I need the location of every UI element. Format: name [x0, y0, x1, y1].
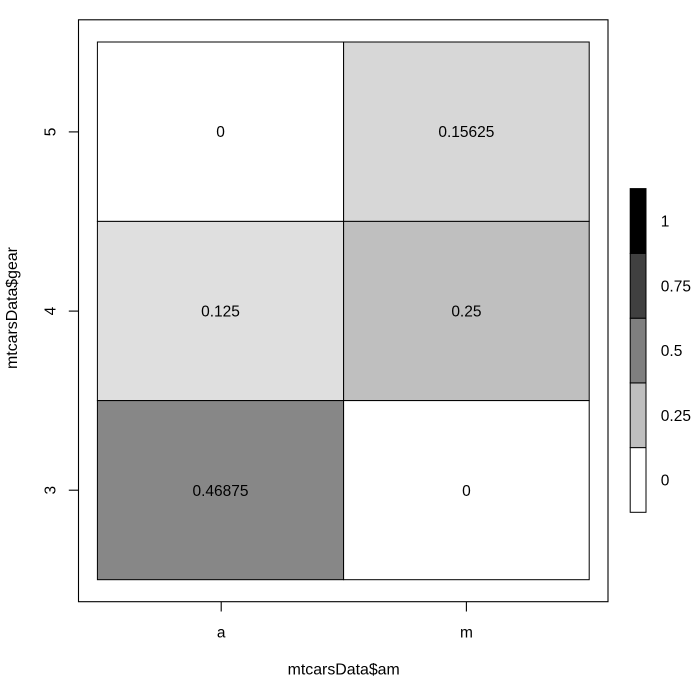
svg-text:m: m: [460, 625, 473, 642]
svg-text:0.25: 0.25: [451, 304, 481, 321]
svg-text:0.46875: 0.46875: [192, 483, 248, 500]
svg-text:3: 3: [43, 486, 60, 495]
svg-text:0.15625: 0.15625: [438, 124, 494, 141]
svg-text:0: 0: [661, 473, 670, 490]
svg-text:0.25: 0.25: [661, 408, 691, 425]
svg-text:4: 4: [43, 306, 60, 315]
svg-text:0.125: 0.125: [201, 304, 240, 321]
svg-text:a: a: [217, 625, 226, 642]
svg-text:0.75: 0.75: [661, 278, 691, 295]
svg-text:0: 0: [462, 483, 471, 500]
svg-text:1: 1: [661, 214, 670, 231]
svg-text:0.5: 0.5: [661, 343, 683, 360]
svg-text:mtcarsData$gear: mtcarsData$gear: [4, 246, 21, 369]
svg-text:0: 0: [216, 124, 225, 141]
svg-text:5: 5: [43, 128, 60, 137]
svg-text:mtcarsData$am: mtcarsData$am: [288, 661, 400, 678]
